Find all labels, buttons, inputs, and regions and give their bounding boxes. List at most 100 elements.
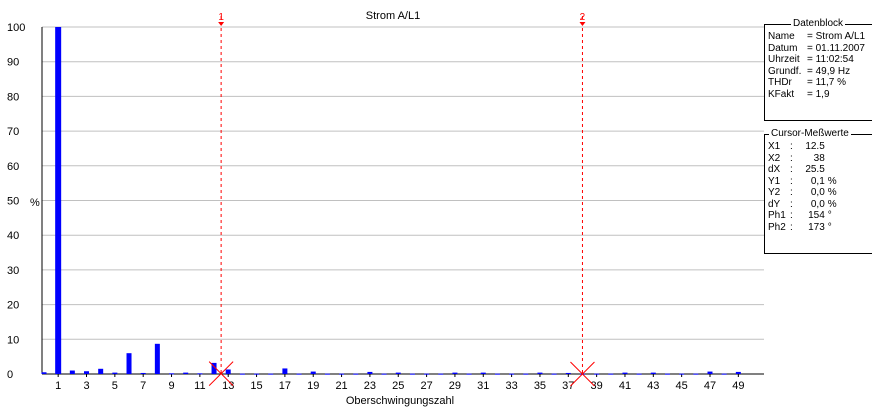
y-tick-label: 100 [7,22,25,34]
bars [41,27,741,375]
cursor-value: 0,0 [810,187,825,198]
x-tick-label: 13 [222,380,234,392]
y-tick-label: 0 [7,369,13,381]
datenblock-panel: Datenblock Name = Strom A/L1 Datum = 01.11… [764,18,872,121]
x-tick-label: 39 [591,380,603,392]
harmonic-bar [268,373,274,375]
harmonic-bar [197,373,203,375]
x-tick-label: 43 [647,380,659,392]
x-tick-label: 33 [505,380,517,392]
harmonic-bar [310,371,316,374]
harmonic-bar [707,371,713,374]
y-axis-label: % [30,197,40,209]
datenblock-key: Uhrzeit [768,54,800,65]
harmonic-bar [721,373,727,375]
x-tick-label: 25 [392,380,404,392]
harmonic-bar [140,372,146,374]
harmonic-bar [282,368,288,374]
cursor-crosshair [208,361,234,387]
cursor-marker [218,22,225,26]
datenblock-row: Name = Strom A/L1 [765,31,872,43]
cursor-unit: % [827,175,837,187]
harmonic-bar [509,373,515,375]
harmonic-bar [494,373,500,375]
y-tick-label: 40 [7,230,19,242]
x-tick-label: 9 [168,380,174,392]
datenblock-value: = 01.11.2007 [807,42,865,54]
harmonic-bar [41,372,47,374]
datenblock-title: Datenblock [791,18,846,30]
y-tick-label: 60 [7,161,19,173]
datenblock-key: THDr [768,77,792,88]
cursor-value: 38 [813,152,825,164]
harmonic-bar [367,371,373,374]
x-tick-label: 37 [562,380,574,392]
y-tick-label: 70 [7,126,19,138]
y-tick-label: 50 [7,196,19,208]
cursor-row: Ph1:154 ° [768,210,832,221]
cursor-row: Ph2:173 ° [768,221,832,233]
x-tick-label: 35 [534,380,546,392]
datenblock-value: = Strom A/L1 [807,31,866,42]
harmonic-bar [693,373,699,375]
harmonic-bar [324,373,330,375]
cursor-key: X1 [768,141,781,152]
datenblock-value: = 49,9 Hz [807,65,851,77]
x-tick-label: 17 [279,380,291,392]
harmonic-bar [438,373,444,375]
cursor-row: Y1:0,1% [768,175,837,187]
cursor-row: Y2:0,0% [768,187,837,198]
cursor-row: dY:0,0% [768,198,837,210]
cursor-unit: % [827,187,837,198]
y-tick-label: 30 [7,265,19,277]
datenblock-row: Uhrzeit = 11:02:54 [765,54,872,66]
cursor-row: dX:25.5 [768,164,825,175]
harmonic-bar [594,373,600,375]
harmonic-bar [551,373,557,375]
y-tick-label: 10 [7,334,19,346]
cursor-value: 173 [808,221,825,233]
x-tick-label: 3 [83,380,89,392]
cursor-row: X1:12.5 [768,141,825,152]
cursor-value: 25.5 [805,164,825,175]
harmonic-bar [84,371,90,374]
datenblock-value: = 11,7 % [807,77,847,88]
cursor-label: 1 [218,12,224,23]
datenblock-row: KFakt = 1,9 [765,89,872,101]
cursor-key: Y2 [768,187,781,198]
harmonic-bar [183,372,189,374]
y-tick-label: 20 [7,300,19,312]
x-tick-label: 31 [477,380,489,392]
cursor-marker [579,22,586,26]
datenblock-row: THDr = 11,7 % [765,77,872,89]
harmonic-bar [126,353,132,374]
harmonic-bar [409,373,415,375]
harmonic-bar [523,373,529,375]
datenblock-key: Grundf. [768,65,802,77]
cursor-value: 154 [808,210,825,221]
harmonic-bar [296,373,302,375]
y-tick-label: 90 [7,57,19,69]
harmonic-bar [452,372,458,374]
cursor-value: 12.5 [805,141,825,152]
x-tick-label: 15 [250,380,262,392]
cursor-unit: % [827,198,837,210]
harmonic-bar [69,370,75,374]
cursor-key: Ph1 [768,210,786,221]
datenblock-key: KFakt [768,88,795,100]
datenblock-row: Datum = 01.11.2007 [765,43,872,55]
datenblock-value: = 1,9 [807,88,830,100]
harmonic-bar [650,372,656,374]
cursor-values-panel: Cursor-Meßwerte X1:12.5 X2:38 dX:25.5 Y1… [764,128,872,254]
harmonic-bar [537,372,543,374]
cursor-value: 0,0 [810,198,825,210]
harmonic-bar [664,373,670,375]
harmonic-bar [636,373,642,375]
x-tick-label: 21 [335,380,347,392]
cursor-row: X2:38 [768,152,825,164]
x-tick-label: 7 [140,380,146,392]
x-tick-label: 41 [619,380,631,392]
harmonic-bar [395,372,401,374]
